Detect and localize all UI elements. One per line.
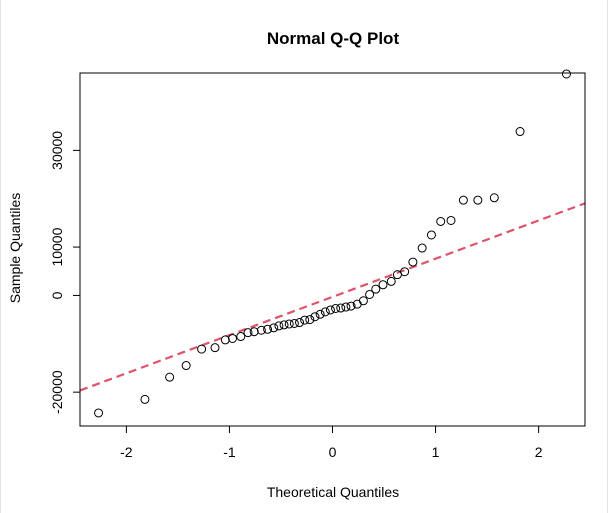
data-point bbox=[489, 193, 499, 203]
data-point bbox=[94, 408, 104, 418]
y-tick-label: -20000 bbox=[49, 370, 65, 414]
data-point bbox=[325, 305, 335, 315]
data-point bbox=[274, 321, 284, 331]
data-point bbox=[295, 318, 305, 328]
data-point bbox=[315, 309, 325, 319]
data-point bbox=[331, 303, 341, 313]
y-tick-label: 30000 bbox=[49, 131, 65, 170]
data-point bbox=[446, 215, 456, 225]
data-point bbox=[417, 243, 427, 253]
window-edge-left bbox=[0, 0, 1, 513]
data-point bbox=[386, 276, 396, 286]
reference-line bbox=[80, 202, 585, 392]
axes-layer: -2 -1 0 1 2 -20000 0 10000 30000 bbox=[49, 131, 543, 460]
y-axis-label: Sample Quantiles bbox=[7, 193, 23, 304]
data-point bbox=[284, 319, 294, 329]
data-point bbox=[263, 324, 273, 334]
data-point bbox=[336, 303, 346, 313]
y-tick-label: 10000 bbox=[49, 227, 65, 266]
data-point bbox=[197, 344, 207, 354]
data-point bbox=[243, 328, 253, 338]
data-point bbox=[256, 325, 266, 335]
data-point bbox=[320, 307, 330, 317]
data-point bbox=[346, 301, 356, 311]
x-tick-label: 0 bbox=[329, 444, 337, 460]
points-layer bbox=[94, 69, 571, 418]
data-point bbox=[400, 267, 410, 277]
data-point bbox=[300, 315, 310, 325]
x-axis-label: Theoretical Quantiles bbox=[267, 484, 399, 500]
data-point bbox=[310, 312, 320, 322]
data-point bbox=[140, 394, 150, 404]
data-point bbox=[458, 195, 468, 205]
data-point bbox=[165, 372, 175, 382]
data-point bbox=[341, 302, 351, 312]
data-point bbox=[269, 323, 279, 333]
data-point bbox=[358, 296, 368, 306]
data-point bbox=[473, 195, 483, 205]
data-point bbox=[365, 289, 375, 299]
x-tick-label: 1 bbox=[432, 444, 440, 460]
x-tick-label: -2 bbox=[120, 444, 133, 460]
data-point bbox=[561, 69, 571, 79]
data-point bbox=[210, 343, 220, 353]
data-point bbox=[228, 333, 238, 343]
plot-frame bbox=[79, 72, 586, 427]
data-point bbox=[436, 216, 446, 226]
data-point bbox=[408, 257, 418, 267]
reference-line-layer bbox=[80, 202, 585, 392]
data-point bbox=[305, 315, 315, 325]
data-point bbox=[371, 284, 381, 294]
data-point bbox=[289, 318, 299, 328]
data-point bbox=[426, 230, 436, 240]
data-point bbox=[220, 335, 230, 345]
data-point bbox=[378, 280, 388, 290]
data-point bbox=[249, 327, 259, 337]
data-point bbox=[279, 320, 289, 330]
chart-title: Normal Q-Q Plot bbox=[267, 29, 400, 48]
x-tick-label: 2 bbox=[535, 444, 543, 460]
data-point bbox=[181, 361, 191, 371]
data-point bbox=[236, 332, 246, 342]
x-tick-label: -1 bbox=[223, 444, 236, 460]
data-point bbox=[515, 127, 525, 137]
y-tick-label: 0 bbox=[49, 291, 65, 299]
